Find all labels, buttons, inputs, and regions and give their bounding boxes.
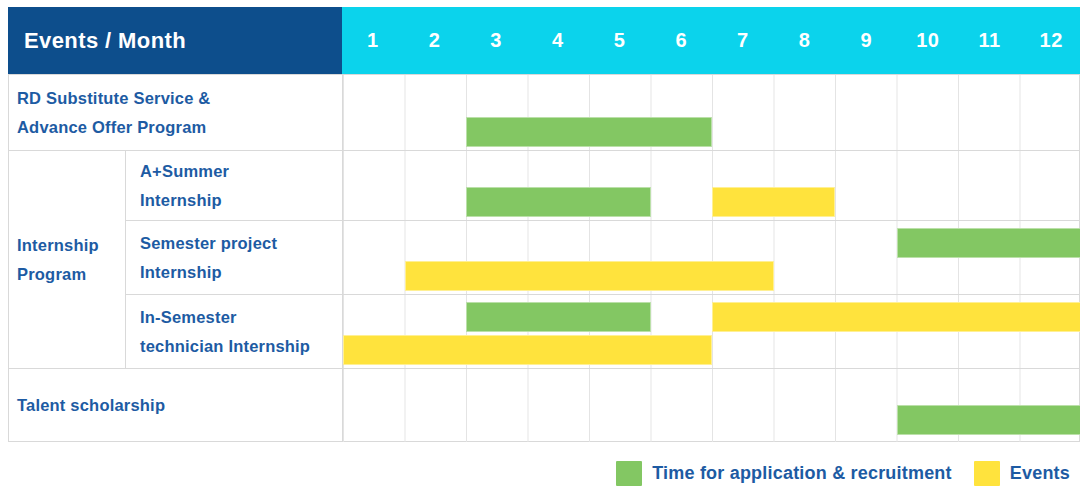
event-bar bbox=[712, 187, 835, 217]
month-label-2: 2 bbox=[404, 29, 466, 52]
timeline-row-rd-substitute bbox=[342, 74, 1080, 150]
month-label-7: 7 bbox=[712, 29, 774, 52]
row-label-in-semester-technician-internship: In-Semester technician Internship bbox=[125, 294, 342, 368]
gantt-schedule-table: Events / Month 1 2 3 4 5 6 7 8 9 10 11 1… bbox=[8, 8, 1080, 442]
event-bar bbox=[712, 302, 1080, 332]
month-label-6: 6 bbox=[650, 29, 712, 52]
timeline-row-a-summer-internship bbox=[342, 150, 1080, 220]
month-label-3: 3 bbox=[465, 29, 527, 52]
legend-label-recruitment: Time for application & recruitment bbox=[652, 463, 952, 484]
event-bar bbox=[405, 261, 774, 291]
events-swatch-icon bbox=[974, 461, 1000, 486]
legend-label-events: Events bbox=[1010, 463, 1070, 484]
timeline-row-semester-project-internship bbox=[342, 220, 1080, 294]
recruitment-swatch-icon bbox=[616, 461, 642, 486]
month-label-9: 9 bbox=[835, 29, 897, 52]
recruitment-bar bbox=[897, 405, 1080, 435]
month-header-row: 1 2 3 4 5 6 7 8 9 10 11 12 bbox=[342, 7, 1080, 74]
timeline-lane bbox=[343, 335, 1080, 365]
month-label-1: 1 bbox=[342, 29, 404, 52]
recruitment-bar bbox=[466, 302, 651, 332]
timeline-row-in-semester-technician-internship bbox=[342, 294, 1080, 368]
month-label-8: 8 bbox=[774, 29, 836, 52]
corner-header: Events / Month bbox=[8, 7, 342, 74]
legend: Time for application & recruitment Event… bbox=[616, 459, 1070, 487]
corner-header-label: Events / Month bbox=[24, 28, 186, 54]
event-bar bbox=[343, 335, 712, 365]
timeline-lane bbox=[343, 302, 1080, 332]
row-label-semester-project-internship: Semester project Internship bbox=[125, 220, 342, 294]
row-label-talent-scholarship: Talent scholarship bbox=[9, 368, 342, 442]
legend-item-recruitment: Time for application & recruitment bbox=[616, 461, 952, 486]
timeline-lane bbox=[343, 261, 1080, 291]
row-label-a-summer-internship: A+Summer Internship bbox=[125, 150, 342, 220]
row-label-rd-substitute: RD Substitute Service & Advance Offer Pr… bbox=[9, 74, 342, 150]
timeline-lane bbox=[343, 405, 1080, 435]
month-label-4: 4 bbox=[527, 29, 589, 52]
recruitment-bar bbox=[897, 228, 1080, 258]
month-label-11: 11 bbox=[959, 29, 1021, 52]
timeline-lane bbox=[343, 228, 1080, 258]
month-label-5: 5 bbox=[589, 29, 651, 52]
group-label-internship-program: Internship Program bbox=[9, 150, 125, 368]
recruitment-bar bbox=[466, 117, 712, 147]
month-label-10: 10 bbox=[897, 29, 959, 52]
month-label-12: 12 bbox=[1020, 29, 1080, 52]
timeline-lane bbox=[343, 187, 1080, 217]
recruitment-bar bbox=[466, 187, 651, 217]
legend-item-events: Events bbox=[974, 461, 1070, 486]
timeline-row-talent-scholarship bbox=[342, 368, 1080, 442]
timeline-lane bbox=[343, 117, 1080, 147]
